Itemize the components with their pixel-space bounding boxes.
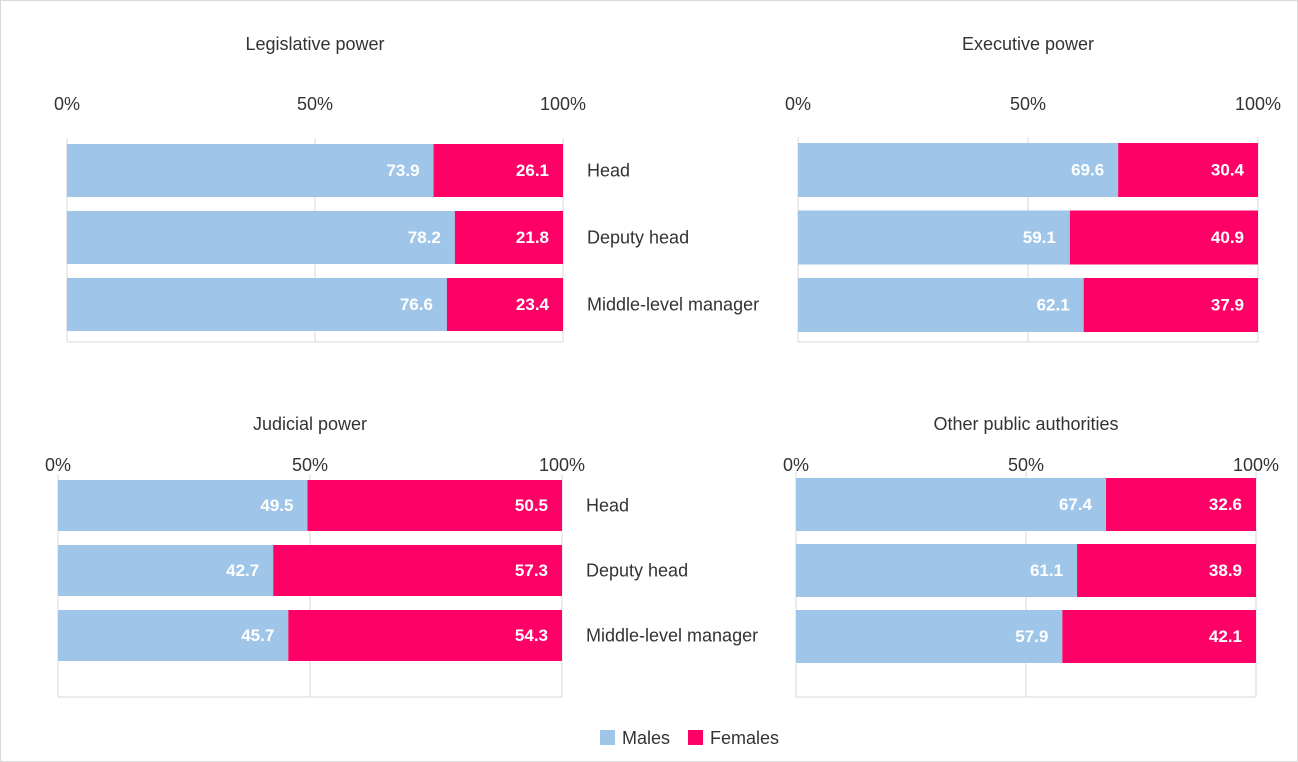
bar-segment [67,144,434,197]
x-tick-label: 100% [1233,455,1279,475]
x-tick-label: 0% [785,94,811,114]
bar-segment [67,278,447,331]
x-tick-label: 0% [45,455,71,475]
x-tick-label: 0% [783,455,809,475]
data-label: 23.4 [516,295,550,314]
data-label: 54.3 [515,626,548,645]
bar-segment [273,545,562,596]
category-label: Deputy head [587,227,689,247]
data-label: 49.5 [260,496,293,515]
data-label: 61.1 [1030,561,1063,580]
data-label: 62.1 [1037,295,1070,314]
x-tick-label: 50% [1008,455,1044,475]
bar-segment [454,211,563,264]
x-tick-label: 50% [297,94,333,114]
legend-label: Males [622,728,670,748]
data-label: 50.5 [515,496,548,515]
category-label: Middle-level manager [586,625,758,645]
bar-segment [58,610,289,661]
data-label: 38.9 [1209,561,1242,580]
data-label: 76.6 [400,295,433,314]
data-label: 69.6 [1071,160,1104,179]
data-label: 45.7 [241,626,274,645]
category-label: Head [587,160,630,180]
category-label: Head [586,495,629,515]
data-label: 42.1 [1209,627,1242,646]
data-label: 21.8 [516,228,549,247]
chart-title: Judicial power [253,414,367,434]
bar-segment [1118,143,1258,197]
chart-title: Other public authorities [933,414,1118,434]
bar-segment [1077,544,1256,597]
x-tick-label: 100% [1235,94,1281,114]
data-label: 57.3 [515,561,548,580]
chart-title: Legislative power [245,34,384,54]
bar-segment [798,210,1070,265]
x-tick-label: 100% [539,455,585,475]
data-label: 59.1 [1023,228,1056,247]
data-label: 30.4 [1211,160,1245,179]
bar-segment [307,480,562,531]
bar-segment [67,211,455,264]
bar-segment [796,478,1107,531]
bar-segment [1106,478,1256,531]
bar-segment [433,144,563,197]
chart-title: Executive power [962,34,1094,54]
data-label: 42.7 [226,561,259,580]
data-label: 40.9 [1211,228,1244,247]
data-label: 67.4 [1059,495,1093,514]
x-tick-label: 100% [540,94,586,114]
x-tick-label: 50% [292,455,328,475]
x-tick-label: 50% [1010,94,1046,114]
bar-segment [58,480,308,531]
bar-segment [796,610,1063,663]
bar-segment [798,143,1119,197]
legend-swatch [688,730,704,745]
data-label: 57.9 [1015,627,1048,646]
category-label: Deputy head [586,560,688,580]
legend-label: Females [710,728,779,748]
data-label: 78.2 [408,228,441,247]
category-label: Middle-level manager [587,294,759,314]
bar-segment [58,545,274,596]
bar-segment [446,278,563,331]
bar-segment [798,278,1084,332]
bar-segment [1062,610,1256,663]
data-label: 73.9 [386,161,419,180]
data-label: 37.9 [1211,295,1244,314]
data-label: 32.6 [1209,495,1242,514]
bar-segment [1083,278,1258,332]
bar-segment [796,544,1078,597]
bar-segment [288,610,562,661]
legend-swatch [600,730,615,745]
bar-segment [1069,210,1258,265]
x-tick-label: 0% [54,94,80,114]
data-label: 26.1 [516,161,549,180]
